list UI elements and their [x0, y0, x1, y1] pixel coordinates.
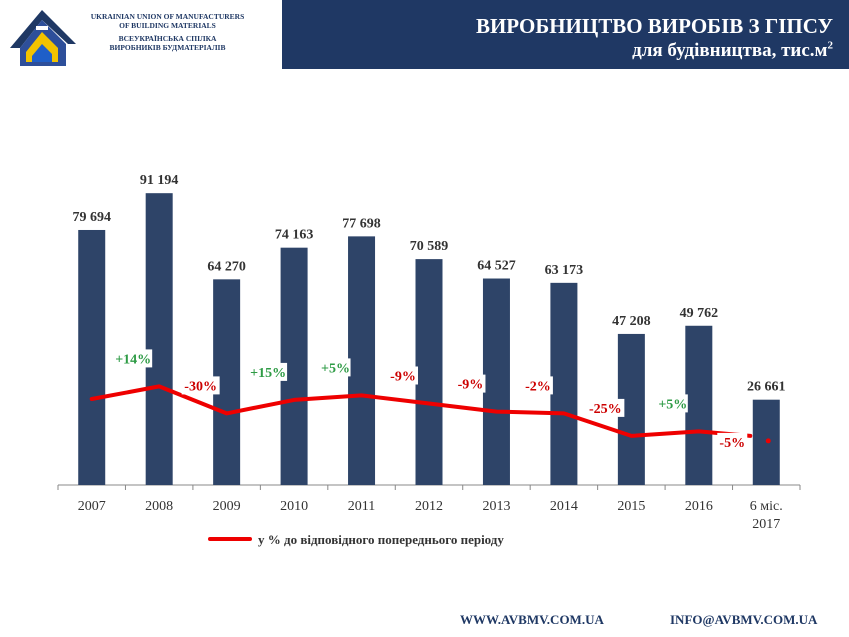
bar-value-label: 26 661: [747, 380, 786, 395]
percent-label-box: [657, 394, 688, 413]
org-name-en-line2: OF BUILDING MATERIALS: [119, 21, 216, 30]
organization-name: UKRAINIAN UNION OF MANUFACTURERS OF BUIL…: [80, 12, 255, 52]
percent-label-box: [249, 362, 288, 381]
x-tick-label: 2016: [685, 499, 713, 514]
percent-label: -9%: [390, 370, 416, 385]
percent-label: +15%: [250, 366, 286, 381]
footer-website[interactable]: WWW.AVBMV.COM.UA: [460, 612, 604, 627]
bar-value-label: 79 694: [72, 210, 111, 225]
bar-2007: [78, 229, 106, 485]
percent-label: -30%: [184, 379, 217, 394]
x-tick-label: 2009: [213, 499, 241, 514]
subtitle-superscript: 2: [827, 39, 834, 52]
percent-label: +14%: [115, 352, 151, 367]
org-name-en-line1: UKRAINIAN UNION OF MANUFACTURERS: [90, 12, 245, 21]
x-tick-label: 2007: [78, 499, 106, 514]
growth-line-end-marker: [765, 438, 771, 444]
org-name-ua-line2: ВИРОБНИКІВ БУДМАТЕРІАЛІВ: [109, 43, 226, 52]
percent-label-box: [320, 358, 351, 377]
production-chart: 79 694 2007 91 194 2008 64 270 2009 74 163 2010…: [57, 173, 801, 547]
bar-value-label: 64 270: [207, 259, 246, 274]
percent-label: -25%: [589, 402, 622, 417]
percent-label: -9%: [458, 378, 484, 393]
bar-value-label: 70 589: [410, 239, 449, 254]
bar-2011: [348, 236, 376, 485]
percent-label: -5%: [719, 436, 745, 451]
percent-label-box: [455, 374, 486, 393]
bar-value-label: 74 163: [275, 228, 314, 243]
bar-value-label: 64 527: [477, 259, 516, 274]
subtitle-text: для будівництва, тис.м: [632, 40, 828, 61]
percent-label: +5%: [321, 361, 350, 376]
bar-2012: [415, 259, 443, 485]
bar-2013: [482, 278, 510, 485]
house-logo-icon: [10, 10, 76, 66]
page-title: ВИРОБНИЦТВО ВИРОБІВ З ГІПСУ: [475, 14, 833, 38]
x-tick-label: 2010: [280, 499, 308, 514]
bar-value-label: 49 762: [680, 306, 719, 321]
bar-value-label: 91 194: [140, 173, 179, 188]
x-tick-label-line2: 2017: [752, 517, 780, 532]
x-tick-label: 6 міс.: [750, 499, 783, 514]
bar-2014: [550, 282, 578, 485]
percent-label: -2%: [525, 379, 551, 394]
percent-label-box: [522, 376, 553, 395]
growth-line: [89, 384, 753, 438]
footer-email[interactable]: INFO@AVBMV.COM.UA: [670, 612, 818, 627]
x-tick-label: 2013: [482, 499, 510, 514]
x-tick-label: 2015: [617, 499, 645, 514]
bar-value-label: 47 208: [612, 314, 651, 329]
percent-label-box: [388, 366, 418, 385]
percent-label: +5%: [658, 397, 687, 412]
title-banner: ВИРОБНИЦТВО ВИРОБІВ З ГІПСУ для будівниц…: [282, 0, 849, 69]
percent-label-box: [586, 398, 625, 417]
x-tick-label: 2011: [348, 499, 375, 514]
legend-label: у % до відповідного попереднього періоду: [258, 532, 504, 547]
page-subtitle: для будівництва, тис.м2: [632, 40, 833, 62]
percent-label-box: [717, 432, 748, 451]
bar-value-label: 63 173: [545, 263, 584, 278]
bar-value-label: 77 698: [342, 216, 381, 231]
x-tick-label: 2012: [415, 499, 443, 514]
org-name-ua-line1: ВСЕУКРАЇНСЬКА СПІЛКА: [118, 34, 217, 43]
bar-2016: [685, 325, 713, 485]
bar-2008: [145, 193, 173, 485]
percent-label-box: [181, 376, 220, 395]
x-tick-label: 2014: [550, 499, 578, 514]
percent-label-box: [114, 349, 153, 368]
x-tick-label: 2008: [145, 499, 173, 514]
